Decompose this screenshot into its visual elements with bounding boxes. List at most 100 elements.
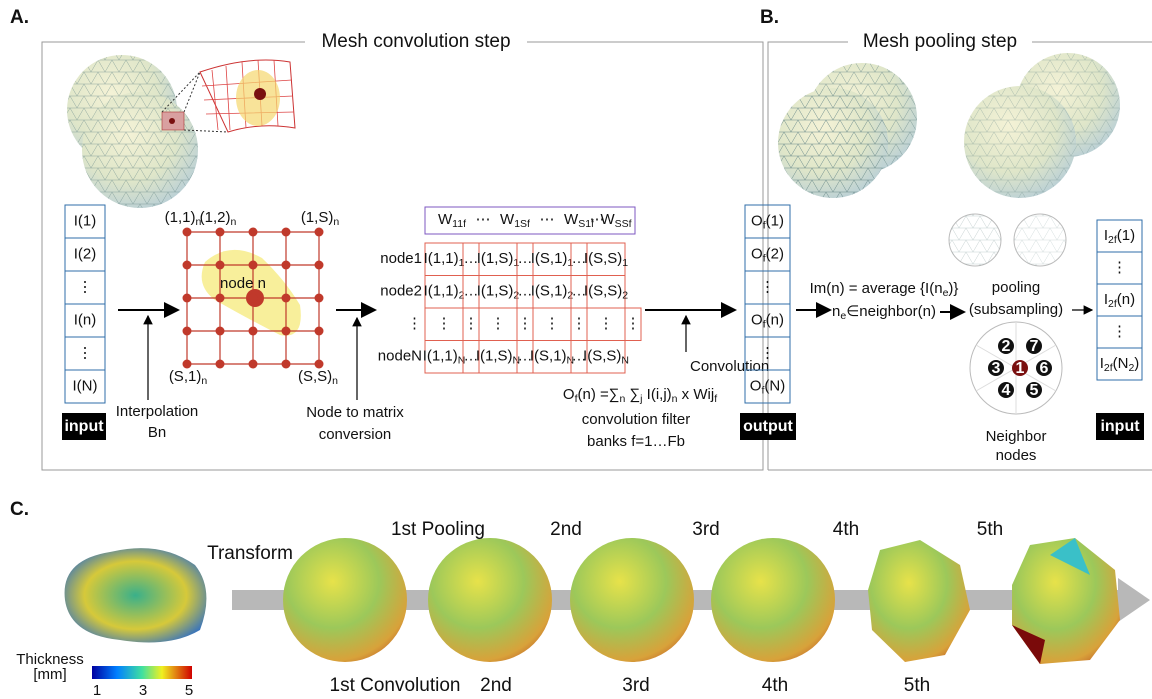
colorbar-tick: 5 bbox=[185, 682, 193, 699]
label: banks f=1…Fb bbox=[587, 433, 685, 450]
figure: A.Mesh convolution stepB.Mesh pooling st… bbox=[0, 0, 1152, 699]
subscript: 1 bbox=[622, 257, 628, 269]
matrix-cell: ⋮ bbox=[518, 315, 533, 332]
label: conversion bbox=[319, 426, 392, 443]
grid-node bbox=[315, 228, 324, 237]
text-part: ∑ bbox=[625, 386, 640, 403]
text-part: (N) bbox=[764, 377, 785, 394]
label: Of(1) bbox=[751, 212, 784, 231]
grid-node bbox=[183, 261, 192, 270]
label: Im(n) = average {I(ne)} bbox=[810, 280, 959, 299]
label: ⋮ bbox=[78, 278, 93, 295]
text-part: I(1,S) bbox=[477, 282, 514, 299]
label: A. bbox=[10, 7, 29, 28]
text-part: x Wij bbox=[678, 386, 715, 403]
subscript: 2f bbox=[1108, 234, 1117, 246]
matrix-cell: ⋮ bbox=[626, 315, 641, 332]
grid-node bbox=[249, 327, 258, 336]
grid-node bbox=[249, 360, 258, 369]
text-part: (S,S) bbox=[298, 368, 332, 385]
grid-node bbox=[216, 327, 225, 336]
label: ⋮ bbox=[760, 278, 775, 295]
matrix-cell: I(1,S)2 bbox=[477, 282, 520, 301]
text-part: )} bbox=[948, 280, 958, 297]
mesh-spheres bbox=[67, 55, 295, 208]
neighbor-id: 7 bbox=[1030, 338, 1039, 355]
label: I(n) bbox=[74, 311, 97, 328]
text-part: (1) bbox=[1117, 227, 1135, 244]
text-part: (n) bbox=[1117, 291, 1135, 308]
pooling-label: 2nd bbox=[550, 519, 582, 540]
subscript: SSf bbox=[615, 218, 632, 230]
grid-node bbox=[216, 261, 225, 270]
matrix-cell: I(1,1)1 bbox=[424, 250, 465, 269]
label: Neighbor bbox=[986, 428, 1047, 445]
label: Interpolation bbox=[116, 403, 199, 420]
label: ⋮ bbox=[1112, 323, 1127, 340]
matrix-cell: I(1,1)2 bbox=[424, 282, 465, 301]
label: ⋮ bbox=[760, 344, 775, 361]
matrix-cell: I(S,S)N bbox=[583, 347, 629, 366]
text-part: (1,S) bbox=[301, 209, 334, 226]
label: convolution filter bbox=[582, 411, 690, 428]
label: Of(N) bbox=[750, 377, 785, 396]
weight: ⋯ bbox=[476, 211, 491, 228]
text-part: (2) bbox=[766, 245, 784, 262]
text-part: W bbox=[438, 211, 453, 228]
text-part: O bbox=[751, 311, 763, 328]
text-part: (1,1) bbox=[165, 209, 196, 226]
convolution-label: 3rd bbox=[622, 675, 649, 696]
matrix-cell: ⋮ bbox=[599, 315, 614, 332]
row-label: nodeN bbox=[378, 347, 422, 364]
text-part: O bbox=[750, 377, 762, 394]
matrix-cell: I(S,S)2 bbox=[584, 282, 628, 301]
label: output bbox=[743, 418, 793, 435]
label: nodes bbox=[996, 447, 1037, 464]
formula: Of(n) =∑n ∑j I(i,j)n x Wijf bbox=[563, 386, 717, 405]
text-part: I(S,1) bbox=[530, 347, 567, 364]
text-part: I(1,1) bbox=[424, 282, 459, 299]
grid-node bbox=[282, 327, 291, 336]
grid-node bbox=[216, 360, 225, 369]
weight: W1Sf bbox=[500, 211, 530, 230]
label: I(2) bbox=[74, 245, 97, 262]
text-part: O bbox=[751, 245, 763, 262]
neighbor-id: 4 bbox=[1002, 382, 1011, 399]
row-label: node1 bbox=[380, 250, 422, 267]
matrix-cell: ⋮ bbox=[572, 315, 587, 332]
matrix-cell: I(1,S)N bbox=[476, 347, 520, 366]
subscript: n bbox=[333, 216, 339, 228]
convolution-label: 2nd bbox=[480, 675, 512, 696]
matrix-cell: I(1,1)N bbox=[423, 347, 466, 366]
text-part: n bbox=[832, 303, 840, 320]
label: I(1) bbox=[74, 212, 97, 229]
weight: WSSf bbox=[600, 211, 631, 230]
label: (subsampling) bbox=[969, 301, 1063, 318]
text-part: W bbox=[564, 211, 579, 228]
weight: W11f bbox=[438, 211, 466, 230]
label: ne∈neighbor(n) bbox=[832, 303, 936, 322]
text-part: (1,2) bbox=[200, 209, 231, 226]
text-part: (n) bbox=[766, 311, 784, 328]
text-part: I(1,S) bbox=[476, 347, 513, 364]
text-part: I(i,j) bbox=[643, 386, 672, 403]
text-part: O bbox=[563, 386, 575, 403]
label: I2f(n) bbox=[1104, 291, 1135, 310]
pooling-spheres bbox=[778, 53, 1120, 414]
subscript: n bbox=[201, 375, 207, 387]
text-part: I(1,S) bbox=[477, 250, 514, 267]
text-part: (n) =∑ bbox=[577, 386, 619, 403]
text-part: ) bbox=[1134, 355, 1139, 372]
grid-label: (1,1)n bbox=[165, 209, 202, 228]
neighbor-id: 1 bbox=[1016, 360, 1025, 377]
label: Of(2) bbox=[751, 245, 784, 264]
pooling-label: 3rd bbox=[692, 519, 719, 540]
section-title: Mesh convolution step bbox=[321, 31, 510, 52]
matrix-cell: I(1,S)1 bbox=[477, 250, 520, 269]
text-part: (S,1) bbox=[169, 368, 202, 385]
text-part: O bbox=[751, 212, 763, 229]
text-part: I(1,1) bbox=[424, 250, 459, 267]
subscript: f bbox=[714, 393, 717, 405]
matrix-cell: ⋮ bbox=[464, 315, 479, 332]
grid-label: (S,1)n bbox=[169, 368, 208, 387]
